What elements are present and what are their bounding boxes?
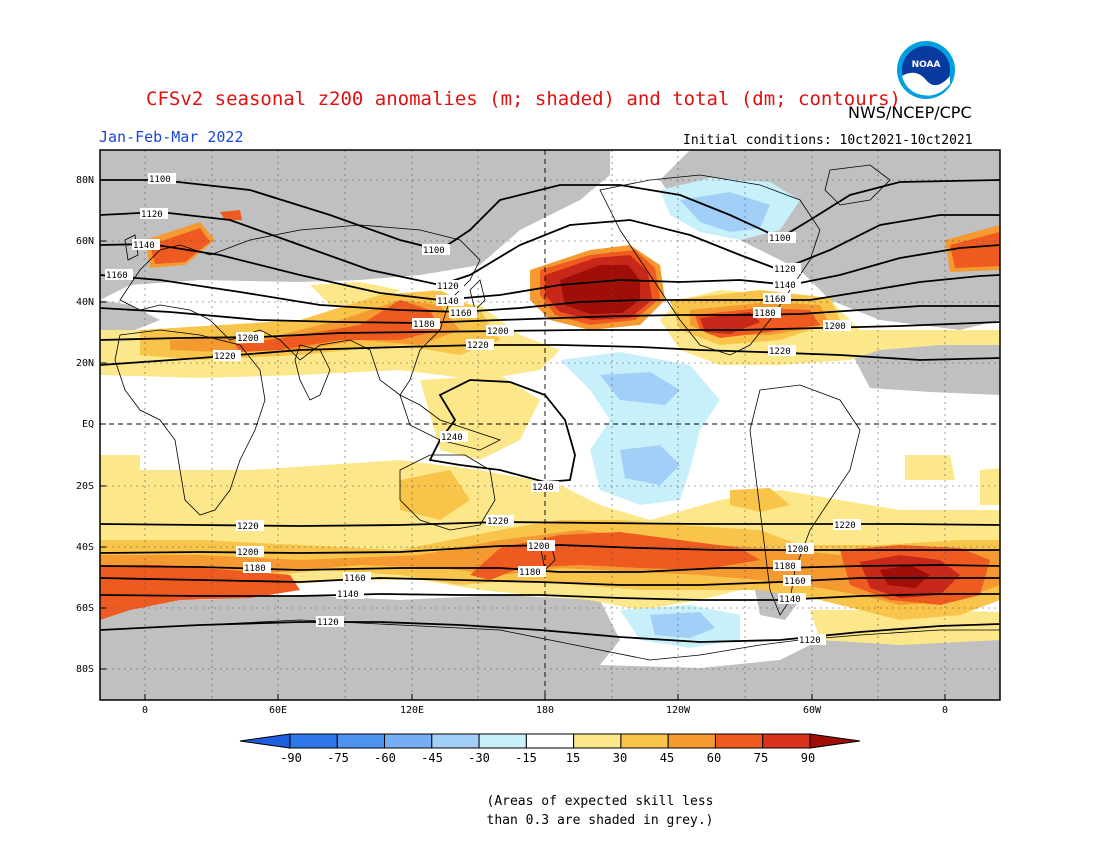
india-outline <box>294 344 331 401</box>
contour-1100 <box>100 179 1000 251</box>
legend-tick: 90 <box>800 751 816 765</box>
contour-label: 1100 <box>423 246 445 256</box>
contour-1220 <box>100 344 1000 366</box>
contour-label: 1120 <box>774 265 796 275</box>
contour-label: 1220 <box>214 352 236 362</box>
map-frame <box>99 149 1001 701</box>
contour-label: 1140 <box>774 281 796 291</box>
contour-label: 1220 <box>487 517 509 527</box>
anomaly-negative-30-45 <box>600 192 770 638</box>
contour-1160-south <box>100 577 1000 586</box>
lon-label-120e: 120E <box>399 705 425 716</box>
forecast-period: Jan-Feb-Mar 2022 <box>99 128 244 146</box>
contour-label: 1120 <box>799 636 821 646</box>
contour-label: 1160 <box>764 295 786 305</box>
graticule <box>100 150 1000 700</box>
contour-label: 1160 <box>106 271 128 281</box>
contour-label: 1140 <box>337 590 359 600</box>
legend-tick: -30 <box>468 751 490 765</box>
lon-label-0-right: 0 <box>941 705 949 716</box>
legend-tick: 75 <box>753 751 769 765</box>
legend-tick: -60 <box>374 751 396 765</box>
contour-label: 1200 <box>237 548 259 558</box>
contour-label: 1180 <box>754 309 776 319</box>
contour-label-group: 1100 1120 1140 1160 1200 1220 1100 1120 … <box>105 173 861 646</box>
legend-tick: 60 <box>706 751 722 765</box>
noaa-logo-text: NOAA <box>912 60 941 70</box>
lon-label-60w: 60W <box>802 705 822 716</box>
contour-label: 1220 <box>237 522 259 532</box>
contour-label: 1240 <box>441 433 463 443</box>
contour-1140-south <box>100 593 1000 601</box>
legend-tick: 45 <box>659 751 675 765</box>
contour-label: 1100 <box>149 175 171 185</box>
axis-ticks <box>100 179 946 700</box>
contour-1180-south <box>100 564 1000 573</box>
legend-tick: -75 <box>327 751 349 765</box>
lon-label-60e: 60E <box>268 705 288 716</box>
contour-label: 1180 <box>413 320 435 330</box>
lon-label-0: 0 <box>141 705 149 716</box>
lat-label-60n: 60N <box>75 236 94 247</box>
contour-1160 <box>100 274 1000 313</box>
initial-conditions: Initial conditions: 10ct2021-10ct2021 <box>683 133 973 148</box>
lat-label-40n: 40N <box>75 297 94 308</box>
legend-tick: -45 <box>421 751 443 765</box>
africa-outline <box>114 329 266 516</box>
lat-label-60s: 60S <box>75 603 94 614</box>
contour-label: 1160 <box>450 309 472 319</box>
skill-note-line1: (Areas of expected skill less <box>486 794 714 809</box>
lat-label-40s: 40S <box>75 542 94 553</box>
contour-label: 1100 <box>769 234 791 244</box>
australia-outline <box>399 454 496 531</box>
contour-label: 1200 <box>237 334 259 344</box>
contour-label: 1120 <box>141 210 163 220</box>
legend-tick: 15 <box>565 751 581 765</box>
contour-label: 1220 <box>467 341 489 351</box>
contour-label: 1120 <box>437 282 459 292</box>
agency-label: NWS/NCEP/CPC <box>848 103 972 122</box>
noaa-logo: NOAA <box>897 41 955 99</box>
legend-tick: -15 <box>515 751 537 765</box>
contour-label: 1140 <box>779 595 801 605</box>
greenland-outline <box>824 164 891 206</box>
skill-note-line2: than 0.3 are shaded in grey.) <box>486 813 714 828</box>
contour-label: 1200 <box>824 322 846 332</box>
contour-1120 <box>100 211 1000 286</box>
contour-label: 1140 <box>133 241 155 251</box>
equator-and-dateline <box>100 150 1000 700</box>
lon-label-180: 180 <box>535 705 555 716</box>
contour-label: 1240 <box>532 483 554 493</box>
skill-note: (Areas of expected skill less than 0.3 a… <box>470 792 730 830</box>
contour-label: 1120 <box>317 618 339 628</box>
contour-label: 1180 <box>774 562 796 572</box>
contour-label: 1200 <box>528 542 550 552</box>
antarctica-outline <box>100 619 1000 661</box>
lon-label-120w: 120W <box>665 705 691 716</box>
contour-1120-south <box>100 621 1000 643</box>
contour-label: 1200 <box>787 545 809 555</box>
contour-1180 <box>100 305 1000 324</box>
legend-tick: -90 <box>280 751 302 765</box>
contour-1200-south <box>100 544 1000 554</box>
contour-1140 <box>100 243 1000 301</box>
contour-label: 1180 <box>519 568 541 578</box>
contour-label: 1200 <box>487 327 509 337</box>
lat-label-80s: 80S <box>75 664 94 675</box>
contour-label: 1140 <box>437 297 459 307</box>
lat-label-eq: EQ <box>81 419 94 430</box>
lat-label-20n: 20N <box>75 358 94 369</box>
lat-label-20s: 20S <box>75 481 94 492</box>
contour-label: 1160 <box>784 577 806 587</box>
lat-label-80n: 80N <box>75 175 94 186</box>
chart-title: CFSv2 seasonal z200 anomalies (m; shaded… <box>146 88 901 110</box>
north-america-outline <box>599 174 821 356</box>
contour-label: 1180 <box>244 564 266 574</box>
legend-tick: 30 <box>612 751 628 765</box>
contour-label: 1160 <box>344 574 366 584</box>
contour-label: 1220 <box>834 521 856 531</box>
contour-label: 1220 <box>769 347 791 357</box>
